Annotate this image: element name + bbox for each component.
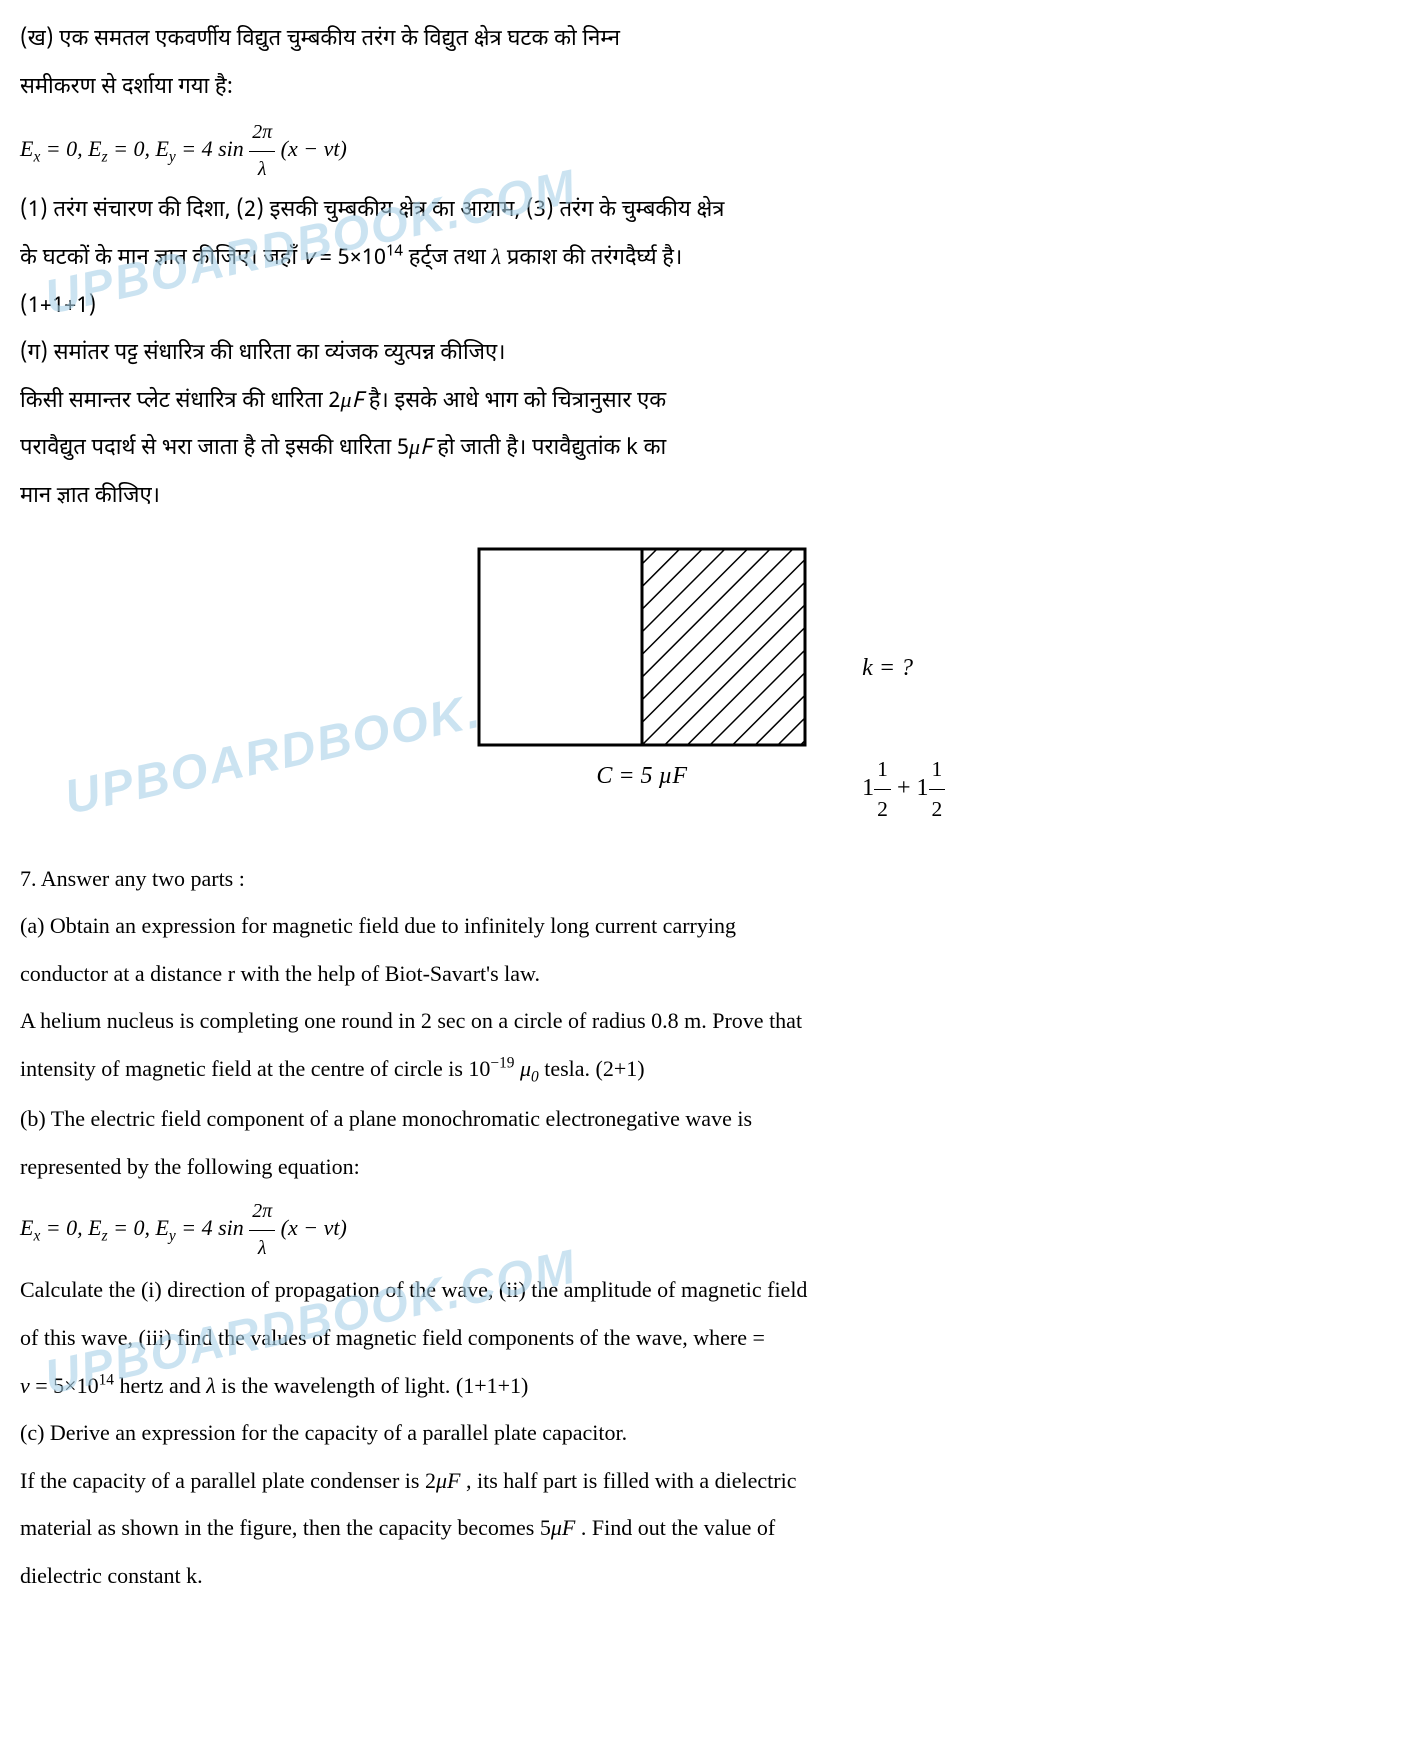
q7c-line3: material as shown in the figure, then th… [20,1508,1402,1548]
text: If the capacity of a parallel plate cond… [20,1468,425,1493]
inline-eq: 5μF [540,1515,575,1540]
text: intensity of magnetic field at the centr… [20,1056,468,1081]
inline-eq: 5μF [397,434,432,463]
q7b-line4: of this wave, (iii) find the values of m… [20,1318,1402,1358]
q7a-line3: A helium nucleus is completing one round… [20,1001,1402,1041]
inline-eq: 2μF [328,387,363,416]
q-kh-body-line2: के घटकों के मान ज्ञात कीजिए। जहाँ v = 5×… [20,239,1402,279]
text: है। इसके आधे भाग को चित्रानुसार एक [369,387,666,416]
figure-k-label: k = ? [862,647,945,690]
text: is the wavelength of light. (1+1+1) [221,1373,528,1398]
text: प्रकाश की तरंगदैर्घ्य है। [507,244,683,273]
q-g-body-line2: परावैद्युत पदार्थ से भरा जाता है तो इसकी… [20,429,1402,469]
q7a-line1: (a) Obtain an expression for magnetic fi… [20,906,1402,946]
q-g-intro: (ग) समांतर पट्ट संधारित्र की धारिता का व… [20,334,1402,374]
figure-marks: 112 + 112 [862,750,945,829]
q7c-line2: If the capacity of a parallel plate cond… [20,1461,1402,1501]
q-g-body-line1: किसी समान्तर प्लेट संधारित्र की धारिता 2… [20,382,1402,422]
inline-eq: λ [206,1373,216,1398]
text: किसी समान्तर प्लेट संधारित्र की धारिता [20,387,328,416]
inline-eq: v = 5×1014 [303,244,403,273]
equation-efield-english: Ex = 0, Ez = 0, Ey = 4 sin 2πλ (x − vt) [20,1194,1402,1266]
q7b-line5: v = 5×1014 hertz and λ is the wavelength… [20,1366,1402,1406]
figure-c-label: C = 5 µF [477,755,807,798]
text: परावैद्युत पदार्थ से भरा जाता है तो इसकी… [20,434,397,463]
q7a-line2: conductor at a distance r with the help … [20,954,1402,994]
inline-eq: λ [492,244,502,273]
q-g-body-line3: मान ज्ञात कीजिए। [20,477,1402,517]
q7b-line3: Calculate the (i) direction of propagati… [20,1270,1402,1310]
text: tesla. (2+1) [544,1056,644,1081]
q7b-line1: (b) The electric field component of a pl… [20,1099,1402,1139]
capacitor-figure: C = 5 µF k = ? 112 + 112 [20,547,1402,829]
q7b-line2: represented by the following equation: [20,1147,1402,1187]
text: हर्ट्ज तथा [409,244,492,273]
q7-heading: 7. Answer any two parts : [20,859,1402,899]
q7c-line1: (c) Derive an expression for the capacit… [20,1413,1402,1453]
q-kh-body-line1: (1) तरंग संचारण की दिशा, (2) इसकी चुम्बक… [20,191,1402,231]
equation-efield-hindi: Ex = 0, Ez = 0, Ey = 4 sin 2πλ (x − vt) [20,115,1402,187]
inline-eq: 2μF [425,1468,460,1493]
text: हो जाती है। परावैद्युतांक k का [437,434,666,463]
q7c-line4: dielectric constant k. [20,1556,1402,1596]
text: material as shown in the figure, then th… [20,1515,540,1540]
inline-eq: 10−19 μ0 [468,1056,538,1081]
inline-eq: v = 5×1014 [20,1373,114,1398]
q7a-line4: intensity of magnetic field at the centr… [20,1049,1402,1091]
q-kh-intro-line2: समीकरण से दर्शाया गया है: [20,68,1402,108]
text: hertz and [119,1373,206,1398]
q-kh-marks: (1+1+1) [20,287,1402,327]
capacitor-diagram [477,547,807,747]
text: के घटकों के मान ज्ञात कीजिए। जहाँ [20,244,303,273]
text: , its half part is filled with a dielect… [466,1468,797,1493]
text: . Find out the value of [581,1515,775,1540]
q-kh-intro-line1: (ख) एक समतल एकवर्णीय विद्युत चुम्बकीय तर… [20,20,1402,60]
